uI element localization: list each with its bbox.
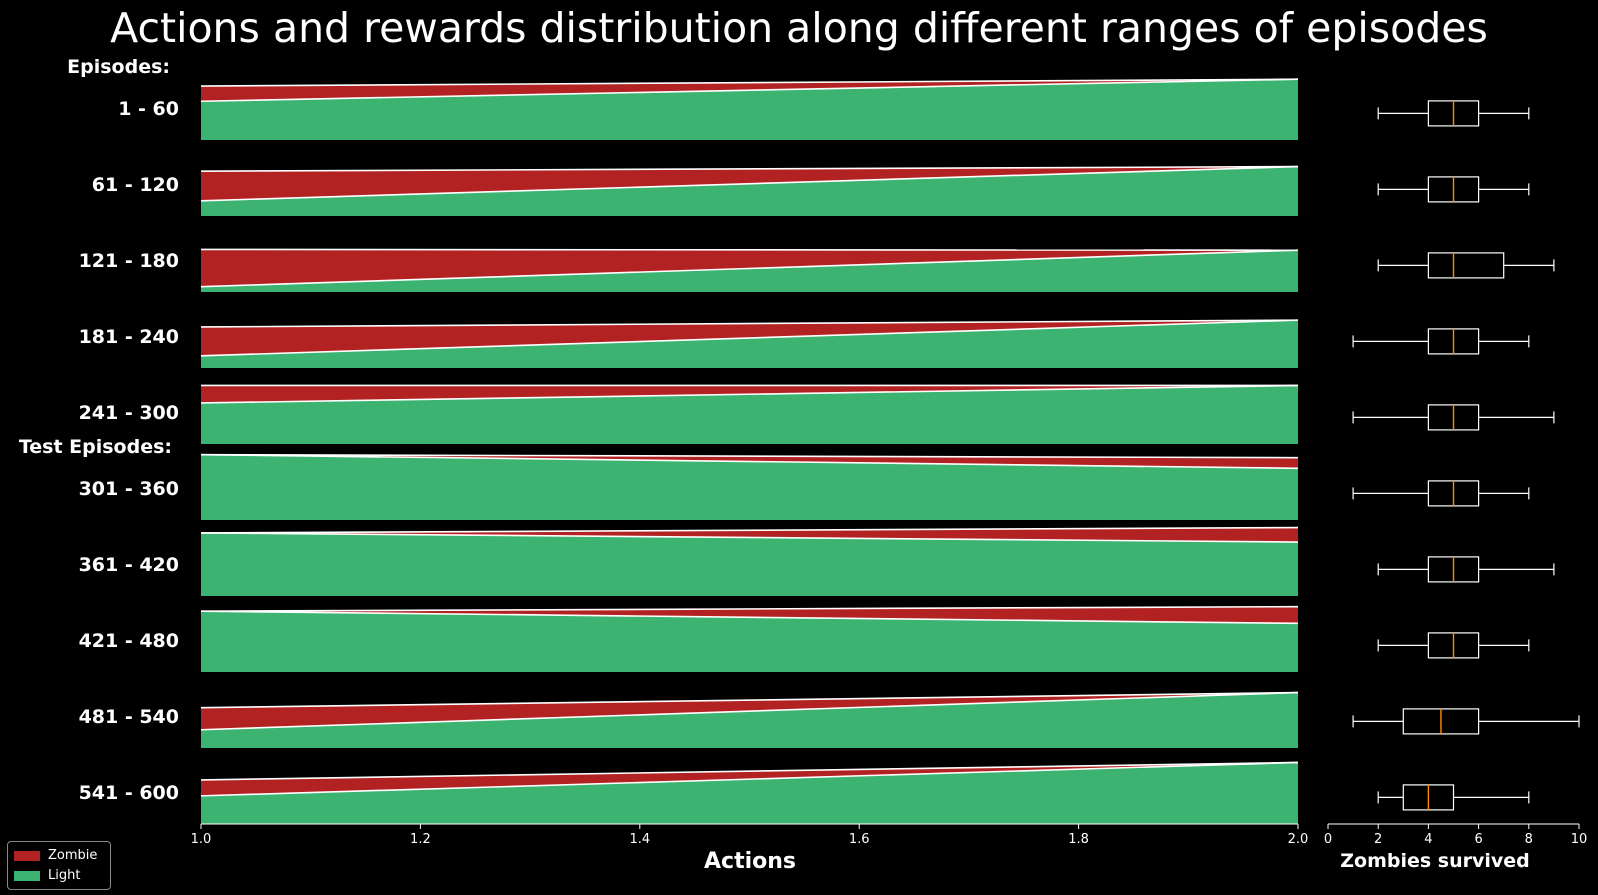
row-label-5: 241 - 300 <box>78 402 179 424</box>
zombie-boundary-10 <box>200 761 1299 781</box>
light-area-1 <box>201 79 1298 140</box>
legend-item-light: Light <box>14 868 80 883</box>
light-boundary-9 <box>200 691 1299 731</box>
light-boundary-10 <box>200 761 1299 797</box>
zombie-area-7 <box>201 527 1298 543</box>
row-label-7: 361 - 420 <box>78 554 179 576</box>
zombie-boundary-2 <box>200 165 1299 172</box>
light-area-9 <box>201 692 1298 748</box>
light-boundary-1 <box>200 78 1299 103</box>
light-boundary-7 <box>200 532 1299 543</box>
light-area-8 <box>201 611 1298 672</box>
legend-swatch-zombie <box>14 850 40 861</box>
zombie-boundary-1 <box>200 78 1299 87</box>
actions-tick-label-3: 1.6 <box>849 832 870 847</box>
light-area-4 <box>201 320 1298 368</box>
actions-tick-label-5: 2.0 <box>1288 832 1309 847</box>
zombies-survived-axis-label: Zombies survived <box>1340 850 1530 872</box>
row-label-9: 481 - 540 <box>78 706 179 728</box>
zombies-tick-label-5: 10 <box>1571 832 1588 847</box>
zombie-boundary-6 <box>200 453 1299 459</box>
light-boundary-4 <box>200 319 1299 357</box>
legend-swatch-light <box>14 870 40 881</box>
zombies-tick-label-0: 0 <box>1324 832 1332 847</box>
light-area-3 <box>201 250 1298 292</box>
light-boundary-6 <box>200 453 1299 470</box>
actions-tick-label-1: 1.2 <box>410 832 431 847</box>
row-label-1: 1 - 60 <box>118 98 179 120</box>
light-boundary-8 <box>200 610 1299 625</box>
actions-axis-label: Actions <box>704 849 796 874</box>
zombie-boundary-7 <box>200 526 1299 534</box>
group-label-episodes: Episodes: <box>67 56 170 78</box>
actions-tick-label-2: 1.4 <box>629 832 650 847</box>
light-boundary-3 <box>200 249 1299 288</box>
row-label-4: 181 - 240 <box>78 326 179 348</box>
row-label-10: 541 - 600 <box>78 782 179 804</box>
actions-tick-label-0: 1.0 <box>191 832 212 847</box>
light-area-10 <box>201 762 1298 824</box>
light-area-2 <box>201 166 1298 216</box>
zombies-tick-label-3: 6 <box>1474 832 1482 847</box>
light-boundary-5 <box>200 384 1299 404</box>
zombie-boundary-9 <box>200 691 1299 709</box>
zombie-boundary-3 <box>200 248 1299 251</box>
actions-tick-label-4: 1.8 <box>1068 832 1089 847</box>
light-boundary-2 <box>200 165 1299 202</box>
row-label-8: 421 - 480 <box>78 630 179 652</box>
zombies-tick-label-4: 8 <box>1525 832 1533 847</box>
chart-title: Actions and rewards distribution along d… <box>110 4 1488 52</box>
zombies-tick-label-1: 2 <box>1374 832 1382 847</box>
light-area-7 <box>201 532 1298 596</box>
row-label-3: 121 - 180 <box>78 250 179 272</box>
legend-item-zombie: Zombie <box>14 848 97 863</box>
light-area-5 <box>201 385 1298 444</box>
zombie-boundary-4 <box>200 319 1299 328</box>
light-area-6 <box>201 454 1298 520</box>
zombie-boundary-8 <box>200 605 1299 613</box>
legend-label-light: Light <box>48 868 81 883</box>
box-3 <box>1427 252 1505 279</box>
legend: Zombie Light <box>7 841 111 890</box>
legend-label-zombie: Zombie <box>48 848 98 863</box>
row-label-2: 61 - 120 <box>91 174 179 196</box>
zombies-tick-label-2: 4 <box>1424 832 1432 847</box>
group-label-test-episodes: Test Episodes: <box>18 436 172 458</box>
row-label-6: 301 - 360 <box>78 478 179 500</box>
